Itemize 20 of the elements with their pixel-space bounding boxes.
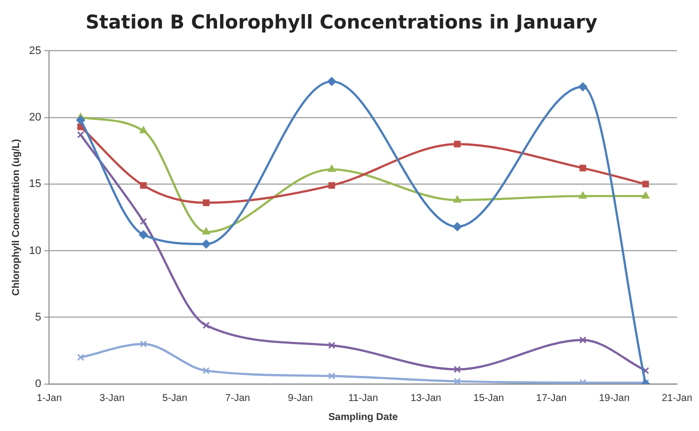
x-tick-label: 5-Jan xyxy=(162,392,188,404)
x-tick-label: 15-Jan xyxy=(473,392,504,404)
x-tick-label: 13-Jan xyxy=(410,392,442,404)
x-tick-label: 3-Jan xyxy=(100,392,125,404)
x-tick-label: 11-Jan xyxy=(348,392,378,404)
x-tick-label: 9-Jan xyxy=(288,392,313,404)
y-tick-label: 15 xyxy=(28,178,42,190)
y-axis-title: Chlorophyll Concentration (ug/L) xyxy=(10,139,22,296)
y-tick-label: 10 xyxy=(28,244,42,257)
x-tick-label: 17-Jan xyxy=(536,392,567,404)
x-tick-label: 19-Jan xyxy=(598,392,630,404)
y-tick-label: 5 xyxy=(35,311,42,324)
x-tick-label: 1-Jan xyxy=(36,392,62,404)
chart-title: Station B Chlorophyll Concentrations in January xyxy=(86,11,598,34)
y-tick-label: 25 xyxy=(28,44,42,57)
x-axis-title: Sampling Date xyxy=(328,412,398,423)
x-tick-label: 21-Jan xyxy=(662,392,692,404)
x-tick-label: 7-Jan xyxy=(225,392,250,404)
y-tick-label: 20 xyxy=(28,111,42,124)
y-tick-label: 0 xyxy=(35,378,42,390)
